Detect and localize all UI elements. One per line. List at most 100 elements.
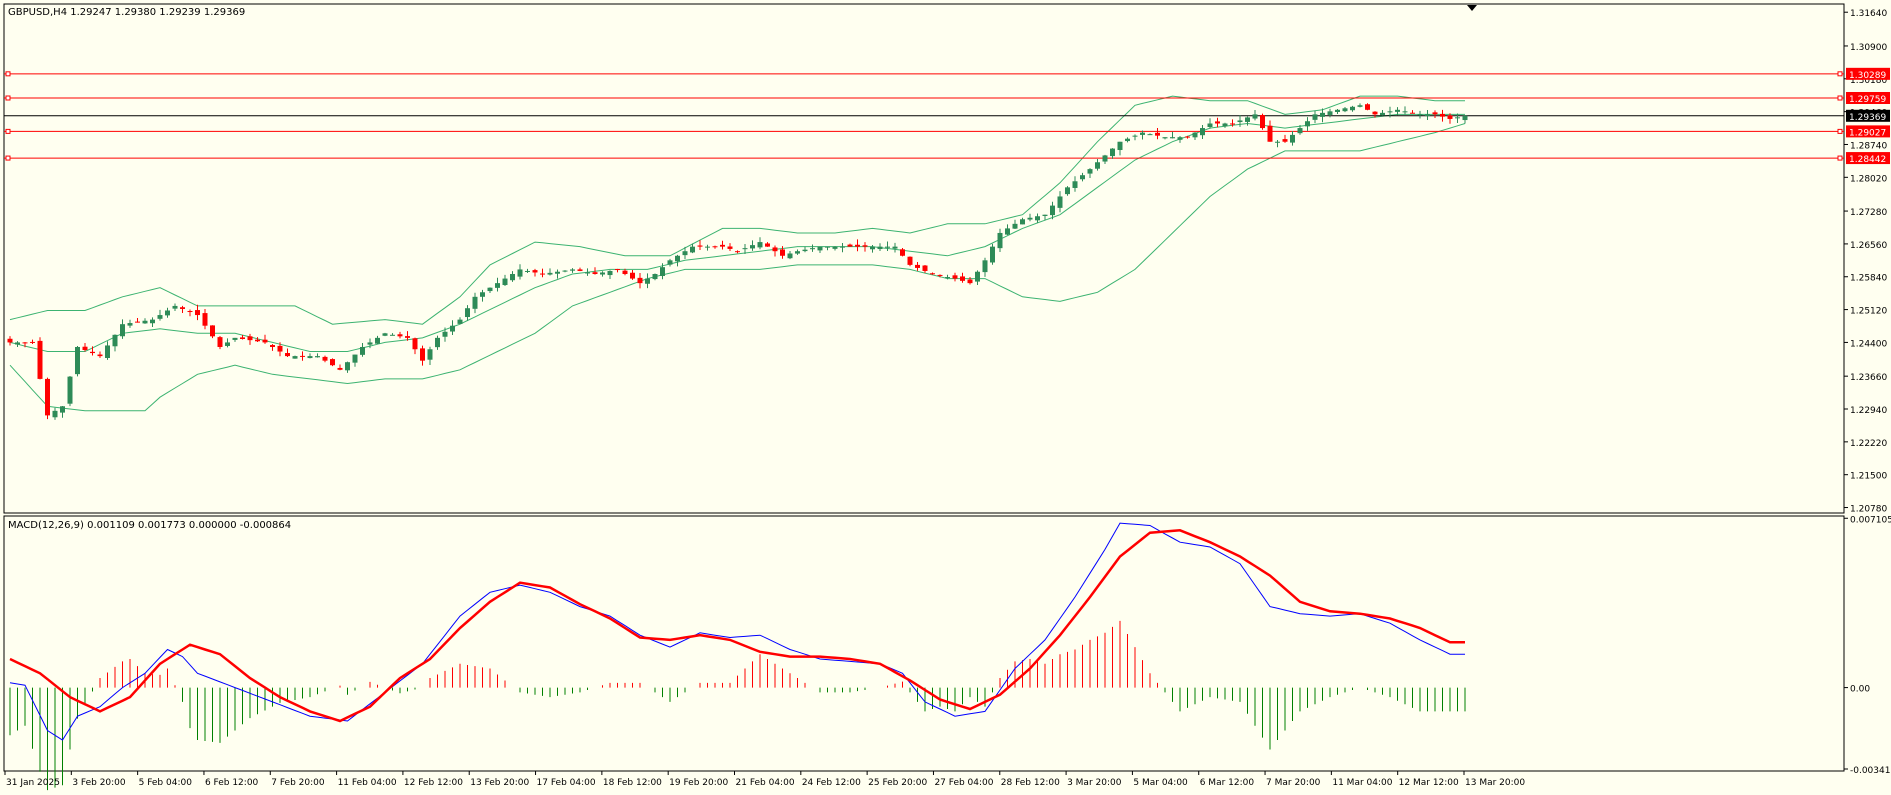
- candle-body: [660, 267, 665, 277]
- time-tick-label: 12 Feb 12:00: [404, 778, 463, 788]
- candle-body: [67, 376, 73, 404]
- candle-body: [1365, 104, 1370, 110]
- candle-body: [720, 244, 725, 247]
- candle-body: [810, 248, 815, 250]
- candle-body: [840, 246, 845, 248]
- candle-body: [435, 337, 440, 348]
- price-level-label-box: [1846, 92, 1890, 105]
- price-level-label-box: [1846, 109, 1890, 122]
- candle-body: [1005, 228, 1010, 235]
- candle-body: [60, 406, 65, 413]
- time-tick-label: 7 Feb 20:00: [271, 778, 325, 788]
- macd-histogram: [9, 620, 1466, 791]
- candle-body: [1440, 113, 1445, 117]
- level-handle[interactable]: [5, 128, 11, 134]
- candle-body: [1132, 135, 1138, 137]
- candle-body: [712, 246, 718, 248]
- candle-body: [1102, 155, 1108, 162]
- candle-body: [1110, 148, 1115, 157]
- candle-body: [690, 246, 695, 253]
- candle-body: [1335, 109, 1340, 113]
- price-tick-label: 1.24400: [1850, 339, 1887, 349]
- candle-body: [637, 277, 643, 284]
- time-tick-label: 25 Feb 20:00: [868, 778, 927, 788]
- time-tick-label: 6 Feb 12:00: [205, 778, 259, 788]
- candle-body: [480, 292, 485, 297]
- candle-body: [1125, 138, 1130, 142]
- candle-body: [937, 274, 943, 276]
- candle-body: [262, 339, 268, 343]
- price-tick-label: 1.22940: [1850, 406, 1887, 416]
- candle-body: [1222, 123, 1228, 127]
- candle-body: [892, 246, 898, 249]
- candle-body: [1215, 121, 1220, 124]
- time-tick-label: 28 Feb 12:00: [1001, 778, 1060, 788]
- candle-body: [622, 270, 628, 275]
- candle-body: [1432, 112, 1438, 115]
- chart-shift-marker-icon[interactable]: [1467, 5, 1477, 11]
- candle-body: [105, 345, 110, 358]
- candle-body: [270, 345, 275, 347]
- candle-body: [1462, 115, 1468, 121]
- horizontal-lines[interactable]: [4, 71, 1844, 161]
- price-tick-label: 1.20780: [1850, 505, 1887, 515]
- candle-body: [847, 244, 853, 247]
- level-handle[interactable]: [5, 71, 11, 77]
- candle-body: [997, 232, 1003, 249]
- candle-body: [562, 270, 568, 272]
- candle-body: [112, 334, 118, 347]
- level-handle[interactable]: [5, 95, 11, 101]
- candle-body: [150, 319, 155, 324]
- candle-body: [1252, 114, 1258, 119]
- price-level-label-box: [1846, 125, 1890, 138]
- level-handle[interactable]: [1837, 71, 1843, 77]
- price-tick-label: 1.25840: [1850, 274, 1887, 284]
- candle-body: [945, 277, 950, 279]
- bollinger-upper-line: [9, 95, 1465, 325]
- candle-body: [322, 356, 328, 361]
- level-handle[interactable]: [5, 155, 11, 161]
- candle-body: [30, 341, 35, 343]
- candle-body: [52, 410, 58, 418]
- level-handle[interactable]: [1837, 95, 1843, 101]
- candle-body: [1297, 128, 1303, 134]
- level-handle[interactable]: [1837, 128, 1843, 134]
- candle-body: [1447, 115, 1453, 119]
- time-tick-label: 11 Feb 04:00: [338, 778, 397, 788]
- candle-body: [525, 270, 530, 272]
- candle-body: [277, 345, 283, 352]
- candle-body: [600, 272, 605, 275]
- candle-body: [1020, 219, 1025, 225]
- candle-body: [1035, 216, 1040, 221]
- signal-line: [9, 529, 1465, 723]
- candle-body: [802, 249, 808, 252]
- candle-body: [795, 251, 800, 254]
- level-handle[interactable]: [1837, 155, 1843, 161]
- candle-body: [907, 256, 913, 265]
- macd-pane-frame: [3, 515, 1845, 772]
- candle-body: [352, 354, 358, 363]
- candle-body: [990, 246, 995, 263]
- candle-body: [547, 272, 553, 275]
- candle-body: [540, 273, 545, 275]
- candle-body: [1080, 175, 1085, 180]
- price-tick-label: 1.25120: [1850, 307, 1887, 317]
- candle-body: [360, 346, 365, 355]
- price-level-label: 1.29759: [1849, 95, 1886, 105]
- candle-body: [187, 310, 193, 313]
- candle-body: [675, 255, 680, 262]
- candle-body: [1170, 137, 1175, 139]
- candle-body: [615, 269, 620, 271]
- symbol-info: GBPUSD,H4 1.29247 1.29380 1.29239 1.2936…: [8, 7, 245, 18]
- price-tick-label: 1.26560: [1850, 241, 1887, 251]
- candle-body: [255, 339, 260, 342]
- candle-body: [1230, 123, 1235, 125]
- time-tick-label: 24 Feb 12:00: [802, 778, 861, 788]
- time-tick-label: 5 Feb 04:00: [139, 778, 193, 788]
- candle-body: [217, 337, 223, 347]
- candle-body: [645, 278, 650, 284]
- price-tick-label: 1.31640: [1850, 9, 1887, 19]
- candle-body: [855, 244, 860, 247]
